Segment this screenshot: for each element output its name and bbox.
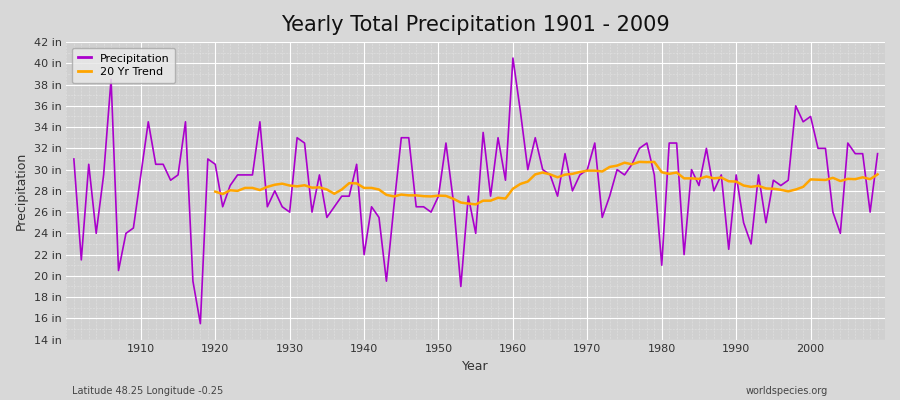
Precipitation [195, 321, 206, 326]
Precipitation [344, 194, 355, 198]
20 Yr Trend [634, 160, 644, 164]
20 Yr Trend [776, 187, 787, 192]
Precipitation [522, 167, 533, 172]
Y-axis label: Precipitation: Precipitation [15, 152, 28, 230]
20 Yr Trend [872, 172, 883, 177]
Title: Yearly Total Precipitation 1901 - 2009: Yearly Total Precipitation 1901 - 2009 [282, 15, 670, 35]
20 Yr Trend [299, 183, 310, 188]
Precipitation [612, 167, 623, 172]
Precipitation [515, 109, 526, 114]
X-axis label: Year: Year [463, 360, 489, 373]
20 Yr Trend [410, 193, 421, 198]
Text: worldspecies.org: worldspecies.org [746, 386, 828, 396]
20 Yr Trend [686, 176, 697, 181]
Precipitation [508, 56, 518, 60]
Precipitation [128, 226, 139, 230]
Precipitation [299, 141, 310, 146]
20 Yr Trend [790, 187, 801, 192]
Precipitation [872, 151, 883, 156]
20 Yr Trend [858, 175, 868, 180]
Line: Precipitation: Precipitation [74, 58, 878, 324]
Precipitation [68, 156, 79, 161]
20 Yr Trend [471, 202, 482, 207]
20 Yr Trend [210, 189, 220, 194]
Legend: Precipitation, 20 Yr Trend: Precipitation, 20 Yr Trend [72, 48, 176, 83]
Line: 20 Yr Trend: 20 Yr Trend [215, 162, 878, 204]
Text: Latitude 48.25 Longitude -0.25: Latitude 48.25 Longitude -0.25 [72, 386, 223, 396]
